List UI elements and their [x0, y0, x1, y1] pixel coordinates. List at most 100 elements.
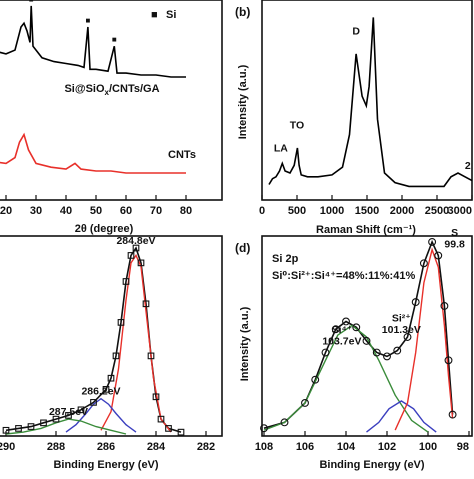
panel-a-series-label-part: /CNTs/GA: [109, 83, 160, 95]
panel-c-plot: 284.8eV 286.2eV 287.5eV: [0, 235, 223, 437]
panel-d-data-point: [403, 333, 412, 341]
panel-d-xps-si2p: (d) Si 2p Si⁰:Si²⁺:Si⁴⁺=48%:11%:41% Inte…: [235, 241, 469, 471]
panel-b-x-tick: 1500: [355, 205, 379, 217]
panel-d-x-tick: 100: [419, 441, 437, 453]
panel-d-series-line: [394, 247, 454, 431]
panel-c-data-point: [127, 252, 135, 259]
panel-d-data-point: [260, 424, 268, 433]
panel-d-data-point: [448, 410, 457, 419]
panel-c-annotation: 287.5eV: [49, 406, 88, 418]
panel-a-series-label-cnts: CNTs: [168, 149, 196, 161]
panel-a-peak-marker: ■: [112, 35, 117, 44]
panel-d-series-line: [366, 400, 437, 433]
panel-c-data-point: [152, 393, 160, 401]
panel-d-title: Si 2p: [272, 253, 299, 265]
panel-b-x-tick: 3000: [448, 205, 472, 217]
panel-a-x-tick: 80: [180, 205, 192, 217]
panel-a-x-tick: 20: [0, 205, 12, 217]
panel-a-series-line: [0, 132, 186, 174]
panel-a-frame: [0, 0, 223, 201]
panel-d-x-ticks: 108 106 104 102 100 98: [255, 441, 469, 453]
panel-b-x-axis-label: Raman Shift (cm⁻¹): [316, 224, 416, 236]
panel-d-annotation: S: [451, 227, 458, 239]
panel-a-x-tick: 30: [30, 205, 42, 217]
panel-d-data-point: [352, 323, 361, 332]
panel-c-data-point: [77, 406, 85, 414]
panel-c-data-point: [147, 352, 155, 360]
panel-d-y-axis-label: Intensity (a.u.): [239, 306, 251, 381]
panel-c-data-point: [15, 425, 22, 432]
panel-b-x-tick: 2500: [425, 205, 449, 217]
panel-d-data-point: [440, 302, 449, 310]
panel-c-data-point: [65, 412, 72, 419]
panel-d-data-point: [428, 237, 437, 246]
panel-a-x-ticks: 20 30 40 50 60 70 80: [0, 205, 192, 217]
panel-d-data-point: [301, 399, 309, 407]
panel-d-annotation: 103.7eV: [322, 336, 361, 348]
panel-c-x-tick: 288: [47, 441, 65, 453]
panel-a-peak-marker: ■: [29, 0, 34, 4]
panel-d-annotation: 101.3eV: [382, 324, 421, 336]
panel-a-legend-marker: ■: [151, 9, 158, 21]
panel-d-data-point: [321, 348, 330, 357]
panel-c-data-point: [122, 278, 130, 285]
panel-c-data-point: [137, 259, 145, 267]
panel-c-x-tick: 290: [0, 441, 15, 453]
panel-c-data-point: [27, 423, 35, 430]
panel-c-data-point: [157, 415, 165, 423]
panel-d-data-point: [419, 259, 428, 268]
panel-d-annotation: 99.8: [444, 239, 465, 251]
panel-d-data-point: [434, 251, 443, 260]
panel-a-x-tick: 50: [90, 205, 102, 217]
panel-c-x-ticks: 290 288 286 284 282: [0, 441, 215, 453]
panel-d-data-point: [372, 348, 381, 357]
panel-d-x-tick: 106: [296, 441, 314, 453]
panel-c-data-point: [90, 399, 97, 406]
panel-b-x-tick: 500: [288, 205, 306, 217]
panel-b-annotation: LA: [274, 143, 288, 155]
panel-c-data-point: [107, 374, 115, 382]
panel-c-data-point: [2, 426, 10, 434]
panel-a-series-line: [0, 5, 186, 78]
panel-b-label: (b): [235, 5, 250, 19]
panel-a-peak-marker: ■: [85, 16, 90, 25]
panel-d-series-line: [263, 324, 429, 433]
panel-d-data-point: [280, 418, 289, 427]
panel-c-data-point: [112, 352, 120, 360]
panel-a-x-tick: 70: [150, 205, 162, 217]
panel-d-label: (d): [235, 241, 250, 255]
panel-b-y-axis-label: Intensity (a.u.): [237, 64, 249, 139]
panel-d-series-line: [263, 239, 454, 429]
panel-b-x-tick: 0: [259, 205, 265, 217]
panel-a-x-tick: 40: [60, 205, 72, 217]
panel-c-xps-c1s: 290 288 286 284 282 Binding Energy (eV): [0, 441, 215, 471]
panel-b-annotation: D: [352, 26, 360, 38]
panel-a-xrd: 20 30 40 50 60 70 80 2θ (degree) ■ Si Si…: [0, 9, 196, 235]
panel-a-legend: ■ Si: [151, 9, 176, 21]
panel-d-data-point: [362, 336, 371, 345]
panel-c-frame: [0, 235, 223, 437]
panel-c-x-tick: 282: [197, 441, 215, 453]
panel-d-subtitle: Si⁰:Si²⁺:Si⁴⁺=48%:11%:41%: [272, 270, 415, 282]
panel-c-data-point: [132, 244, 140, 252]
panel-c-data-point: [177, 428, 185, 436]
panel-a-series-label-part: Si@SiO: [64, 83, 105, 95]
panel-d-data-point: [342, 317, 350, 326]
panel-d-annotation: Si⁴⁺: [332, 324, 353, 336]
panel-d-data-point: [331, 325, 340, 334]
panel-d-frame: [261, 235, 473, 437]
panel-d-data-point: [444, 356, 453, 365]
panel-c-data-point: [165, 425, 172, 432]
panel-d-data-point: [383, 352, 391, 361]
panel-d-data-point: [311, 375, 320, 384]
panel-a-x-axis-label: 2θ (degree): [75, 223, 134, 235]
panel-d-annotation: Si²⁺: [392, 312, 411, 324]
panel-c-series-line: [100, 253, 172, 433]
panel-c-annotation: 286.2eV: [81, 386, 120, 398]
panel-d-x-tick: 98: [457, 441, 469, 453]
panel-a-series-label-si: Si@SiOx/CNTs/GA: [64, 83, 159, 97]
panel-c-data-point: [142, 300, 150, 308]
panel-b-x-ticks: 0 500 1000 1500 2000 2500 3000: [259, 205, 472, 217]
